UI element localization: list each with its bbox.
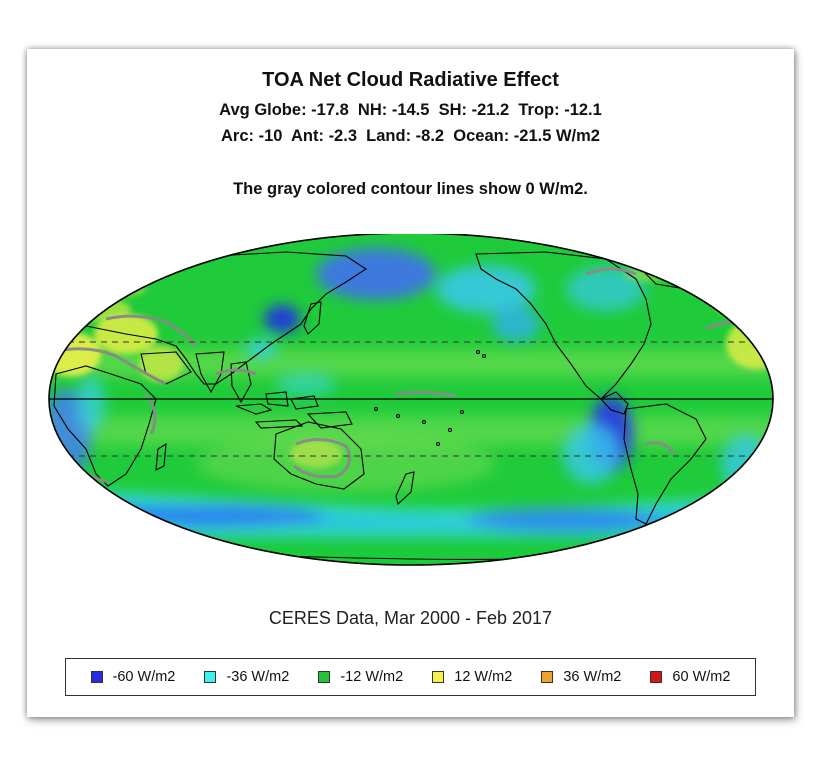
- legend-label: 36 W/m2: [563, 669, 622, 685]
- legend-label: 60 W/m2: [672, 669, 731, 685]
- figure-card: TOA Net Cloud Radiative Effect Avg Globe…: [27, 49, 794, 717]
- legend-item: 60 W/m2: [650, 669, 730, 685]
- legend-swatch: [650, 671, 663, 683]
- graticule: [49, 341, 773, 457]
- globe-outline: [48, 234, 774, 566]
- globe-field: [49, 234, 773, 565]
- world-map: [48, 234, 774, 566]
- legend-swatch: [541, 671, 554, 683]
- legend-item: -12 W/m2: [318, 669, 403, 685]
- legend-swatch: [204, 671, 217, 683]
- north-pacific-cloud: [245, 248, 646, 396]
- legend-label: -36 W/m2: [226, 669, 290, 685]
- data-source-caption: CERES Data, Mar 2000 - Feb 2017: [268, 608, 553, 628]
- legend-item: -60 W/m2: [90, 669, 176, 685]
- legend-label: 12 W/m2: [454, 669, 513, 685]
- legend-item: 12 W/m2: [432, 669, 512, 685]
- stats-line-2: Arc: -10 Ant: -2.3 Land: -8.2 Ocean: -21…: [221, 127, 600, 145]
- legend-item: -36 W/m2: [204, 669, 289, 685]
- contour-note: The gray colored contour lines show 0 W/…: [233, 180, 588, 198]
- legend-swatch: [432, 671, 445, 683]
- stats-line-1: Avg Globe: -17.8 NH: -14.5 SH: -21.2 Tro…: [219, 101, 602, 119]
- color-legend: -60 W/m2 -36 W/m2 -12 W/m2 12 W/m2 36 W/m2 60…: [65, 658, 756, 696]
- legend-item: 36 W/m2: [541, 669, 621, 685]
- legend-label: -12 W/m2: [340, 669, 404, 685]
- legend-swatch: [318, 671, 331, 683]
- map-title: TOA Net Cloud Radiative Effect: [262, 69, 559, 91]
- legend-label: -60 W/m2: [112, 669, 176, 685]
- legend-swatch: [90, 671, 103, 683]
